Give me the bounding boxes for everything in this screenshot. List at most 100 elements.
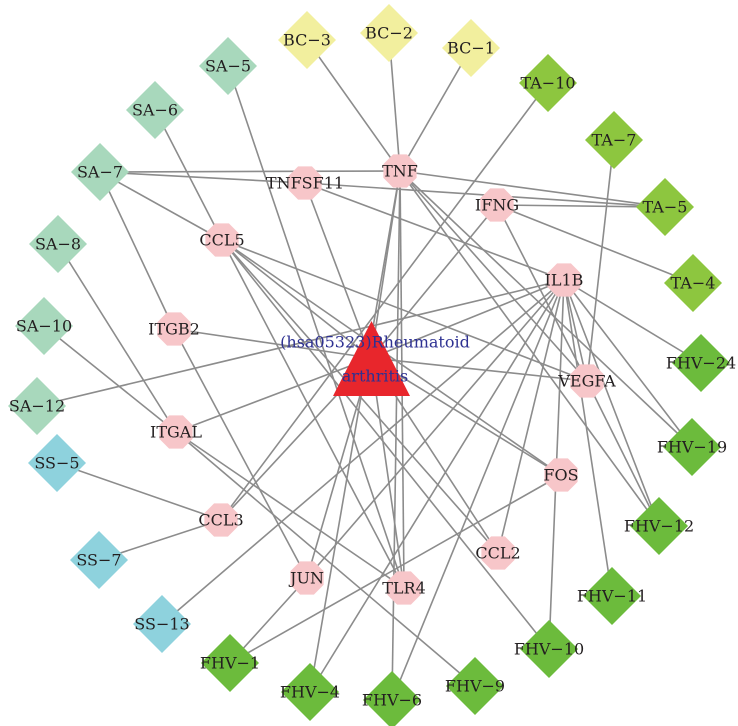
ingredient-diamond-fhv-9 xyxy=(446,657,504,715)
node-label-fhv-6: FHV−6 xyxy=(362,691,422,710)
target-octagon-itgal xyxy=(159,415,193,449)
node-label-fhv-9: FHV−9 xyxy=(445,677,505,696)
edge-ra-itgal xyxy=(175,357,372,433)
ingredient-node-fhv-1: FHV−1 xyxy=(200,634,260,692)
node-label-bc-1: BC−1 xyxy=(447,39,495,58)
ingredient-node-fhv-9: FHV−9 xyxy=(445,657,505,715)
target-node-ifng: IFNG xyxy=(475,188,519,222)
node-label-ta-5: TA−5 xyxy=(643,198,688,217)
target-node-ccl5: CCL5 xyxy=(199,223,245,257)
edge-jun-il1b xyxy=(306,279,565,579)
edge-ra-fos xyxy=(370,357,562,476)
edge-fhv-4-tnf xyxy=(309,170,401,693)
ingredient-node-sa-6: SA−6 xyxy=(126,81,184,139)
ingredient-diamond-fhv-24 xyxy=(672,334,730,392)
target-node-itgb2: ITGB2 xyxy=(148,312,200,346)
node-label-ccl3: CCL3 xyxy=(198,511,243,530)
edge-sa-12-il1b xyxy=(36,279,565,407)
edge-fhv-9-itgal xyxy=(175,431,476,687)
ingredient-node-fhv-19: FHV−19 xyxy=(657,418,727,476)
ingredient-node-ta-7: TA−7 xyxy=(585,111,643,169)
ingredient-diamond-ta-7 xyxy=(585,111,643,169)
target-octagon-tlr4 xyxy=(387,571,421,605)
target-node-fos: FOS xyxy=(543,458,579,492)
node-label-fhv-19: FHV−19 xyxy=(657,438,727,457)
ingredient-diamond-fhv-11 xyxy=(583,567,641,625)
ingredient-node-ss-13: SS−13 xyxy=(133,595,191,653)
edge-sa-7-itgb2 xyxy=(99,171,175,330)
edge-ra-il1b xyxy=(370,279,565,359)
edge-ta-5-tnf xyxy=(399,170,666,208)
ingredient-node-ta-4: TA−4 xyxy=(664,254,722,312)
edge-fhv-24-il1b xyxy=(563,279,702,364)
node-label-vegfa: VEGFA xyxy=(557,372,616,391)
target-octagon-ccl5 xyxy=(205,223,239,257)
edge-fhv-12-il1b xyxy=(563,279,660,527)
node-label-sa-5: SA−5 xyxy=(205,57,251,76)
node-label-ss-7: SS−7 xyxy=(76,551,121,570)
node-label-ta-10: TA−10 xyxy=(520,74,575,93)
node-label-bc-2: BC−2 xyxy=(365,24,413,43)
edge-sa-7-tnfsf11 xyxy=(99,171,306,184)
target-node-tnfsf11: TNFSF11 xyxy=(266,166,344,200)
ingredient-diamond-sa-8 xyxy=(29,215,87,273)
edge-sa-7-tnf xyxy=(99,170,401,173)
node-label-fos: FOS xyxy=(543,466,578,485)
node-label-tnf: TNF xyxy=(382,162,418,181)
edge-fhv-11-il1b xyxy=(563,279,613,597)
ingredient-diamond-sa-5 xyxy=(199,37,257,95)
edge-fhv-1-fos xyxy=(229,474,562,664)
node-label-ifng: IFNG xyxy=(475,196,519,215)
target-octagon-vegfa xyxy=(570,364,604,398)
node-label-ta-4: TA−4 xyxy=(671,274,716,293)
ingredient-node-fhv-11: FHV−11 xyxy=(577,567,647,625)
target-node-tlr4: TLR4 xyxy=(382,571,426,605)
edge-ra-vegfa xyxy=(370,357,588,382)
edge-ra-tnf xyxy=(370,170,401,359)
ingredient-diamond-ta-10 xyxy=(519,54,577,112)
target-node-jun: JUN xyxy=(288,561,324,595)
ingredient-node-sa-5: SA−5 xyxy=(199,37,257,95)
node-label-ta-7: TA−7 xyxy=(592,131,637,150)
ingredient-diamond-sa-12 xyxy=(8,377,66,435)
ingredient-node-ss-7: SS−7 xyxy=(70,531,128,589)
edge-sa-8-itgal xyxy=(57,243,177,433)
ingredient-diamond-ta-4 xyxy=(664,254,722,312)
edge-ta-4-ifng xyxy=(496,204,694,284)
edge-ta-10-ccl3 xyxy=(220,82,549,521)
ingredient-node-fhv-6: FHV−6 xyxy=(362,671,422,726)
ingredient-diamond-sa-10 xyxy=(15,297,73,355)
ingredient-diamond-fhv-6 xyxy=(363,671,421,726)
edge-fhv-10-ccl5 xyxy=(221,239,550,650)
node-label-tnfsf11: TNFSF11 xyxy=(266,174,344,193)
edge-ccl5-tlr4 xyxy=(221,239,405,589)
ingredient-node-fhv-24: FHV−24 xyxy=(666,334,736,392)
edge-ra-ifng xyxy=(370,204,498,359)
target-node-ccl2: CCL2 xyxy=(475,536,521,570)
center-node: (hsa05323)Rheumatoid arthritis xyxy=(280,321,470,396)
ingredient-diamond-sa-7 xyxy=(71,143,129,201)
edge-ra-tlr4 xyxy=(370,357,405,589)
target-node-vegfa: VEGFA xyxy=(557,364,616,398)
node-label-itgal: ITGAL xyxy=(150,423,202,442)
node-label-bc-3: BC−3 xyxy=(283,31,331,50)
target-octagon-tnf xyxy=(383,154,417,188)
ingredient-diamond-ta-5 xyxy=(636,178,694,236)
node-label-ccl2: CCL2 xyxy=(475,544,520,563)
node-label-sa-8: SA−8 xyxy=(35,235,81,254)
node-label-fhv-24: FHV−24 xyxy=(666,354,736,373)
node-label-il1b: IL1B xyxy=(545,271,584,290)
edge-ra-ccl5 xyxy=(221,239,372,359)
edge-fhv-4-il1b xyxy=(309,279,565,693)
node-label-fhv-1: FHV−1 xyxy=(200,654,260,673)
ingredient-diamond-bc-3 xyxy=(278,11,336,69)
ingredient-diamond-fhv-4 xyxy=(281,663,339,721)
target-octagon-ccl3 xyxy=(204,503,238,537)
node-label-itgb2: ITGB2 xyxy=(148,320,200,339)
edge-ta-7-vegfa xyxy=(586,139,615,382)
edge-il1b-vegfa xyxy=(563,279,588,382)
ingredient-node-sa-8: SA−8 xyxy=(29,215,87,273)
node-label-sa-6: SA−6 xyxy=(132,101,178,120)
ingredient-node-bc-2: BC−2 xyxy=(360,4,418,62)
ingredient-diamond-bc-1 xyxy=(442,19,500,77)
